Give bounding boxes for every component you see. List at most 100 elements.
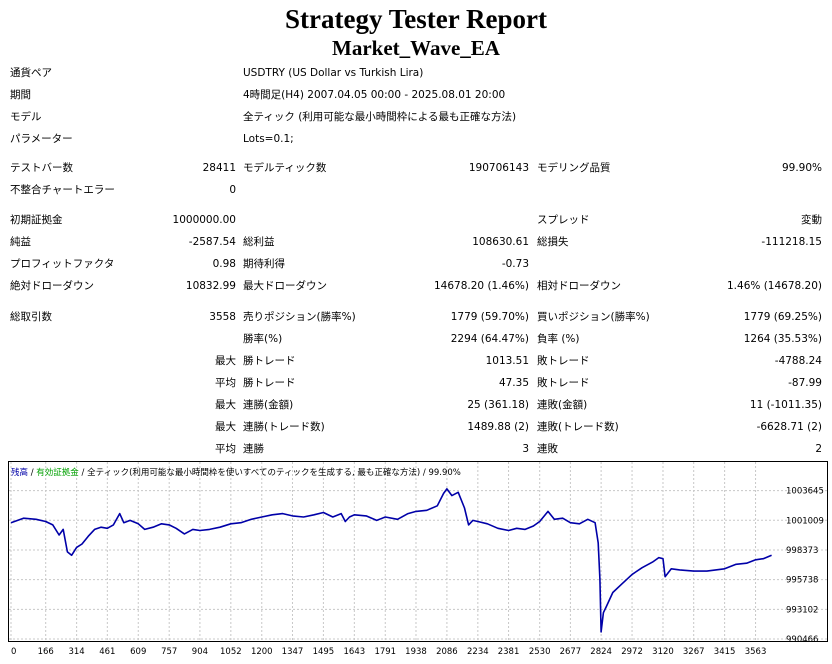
x-tick-label: 2234 [467,647,489,657]
short-positions-label: 売りポジション(勝率%) [243,311,356,323]
loss-trades-value: 1264 (35.53%) [743,333,822,345]
absolute-drawdown-value: 10832.99 [185,280,236,292]
max-drawdown-label: 最大ドローダウン [243,280,327,292]
maximal-prefix: 最大 [215,421,236,433]
deposit-value: 1000000.00 [172,214,236,226]
max-consecutive-losses-value: 11 (-1011.35) [749,399,822,411]
average-consecutive-losses-label: 連敗 [537,443,558,455]
spread-label: スプレッド [537,214,590,226]
gross-loss-value: -111218.15 [761,236,822,248]
max-consecutive-wins-label: 連勝(金額) [243,399,294,411]
legend-quality: 99.90% [428,468,460,478]
parameters-value: Lots=0.1; [243,133,294,145]
profit-factor-label: プロフィットファクタ [10,258,115,270]
legend-model: 全ティック(利用可能な最小時間枠を使いすべてのティックを生成する, 最も正確な方… [87,467,420,478]
average-loss-label: 敗トレード [537,377,590,389]
x-axis: 0 166 314 461 609 757 904 1052 1200 1347 1495 1643 1… [11,647,766,657]
model-value: 全ティック (利用可能な最小時間枠による最も正確な方法) [243,111,517,123]
x-tick-label: 0 [11,647,16,657]
y-tick-label: 995738 [786,576,818,586]
period-label: 期間 [10,89,31,101]
largest-profit-label: 勝トレード [243,355,296,367]
y-axis: 1003645 1001009 998373 995738 993102 990466 [786,487,824,645]
maximal-consecutive-profit-label: 連勝(トレード数) [243,421,325,433]
total-trades-value: 3558 [209,311,236,323]
max-consecutive-prefix: 最大 [215,399,236,411]
x-tick-label: 1495 [313,647,335,657]
model-label: モデル [10,111,42,123]
deposit-label: 初期証拠金 [10,214,63,226]
short-positions-value: 1779 (59.70%) [450,311,529,323]
x-tick-label: 166 [38,647,54,657]
quality-label: モデリング品質 [537,162,611,174]
report-title: Strategy Tester Report [285,4,547,34]
largest-loss-label: 敗トレード [537,355,590,367]
max-consecutive-wins-value: 25 (361.18) [467,399,529,411]
average-consecutive-wins-label: 連勝 [243,443,264,455]
spread-value: 変動 [801,214,822,226]
x-tick-label: 2530 [529,647,551,657]
net-profit-label: 純益 [10,236,31,248]
expert-name: Market_Wave_EA [332,36,500,60]
chart-series [10,488,772,633]
largest-prefix: 最大 [215,355,236,367]
x-tick-label: 1200 [251,647,273,657]
period-value: 4時間足(H4) 2007.04.05 00:00 - 2025.08.01 2… [243,89,506,101]
x-tick-label: 2824 [590,647,612,657]
max-consecutive-losses-label: 連敗(金額) [537,399,588,411]
y-tick-label: 990466 [786,635,818,645]
x-tick-label: 3563 [745,647,767,657]
x-tick-label: 3267 [683,647,705,657]
average-prefix: 平均 [215,377,236,389]
absolute-drawdown-label: 絶対ドローダウン [10,280,94,292]
x-tick-label: 1791 [374,647,396,657]
average-profit-value: 47.35 [498,377,529,389]
profit-factor-value: 0.98 [212,258,236,270]
x-tick-label: 2381 [498,647,520,657]
legend-separator: / [79,468,87,478]
y-tick-label: 998373 [786,546,818,556]
largest-loss-value: -4788.24 [774,355,822,367]
profit-trades-label: 勝率(%) [243,333,283,345]
balance-line [10,488,772,633]
x-tick-label: 904 [192,647,208,657]
largest-profit-value: 1013.51 [485,355,529,367]
chart-grid [9,462,827,641]
y-tick-label: 1003645 [786,487,824,497]
parameters-label: パラメーター [10,133,73,145]
net-profit-value: -2587.54 [188,236,236,248]
x-tick-label: 2677 [560,647,582,657]
y-tick-label: 993102 [786,605,818,615]
x-tick-label: 1938 [405,647,427,657]
legend-equity: 有効証拠金 [36,467,79,478]
relative-drawdown-label: 相対ドローダウン [537,280,621,292]
x-tick-label: 1052 [220,647,242,657]
x-tick-label: 3120 [652,647,674,657]
average-loss-value: -87.99 [788,377,822,389]
gross-profit-value: 108630.61 [472,236,529,248]
maximal-consecutive-loss-label: 連敗(トレード数) [537,421,619,433]
x-tick-label: 609 [130,647,146,657]
balance-chart: 1003645 1001009 998373 995738 993102 990466 0… [8,461,828,657]
x-tick-label: 314 [68,647,84,657]
symbol-label: 通貨ペア [10,67,52,79]
bars-label: テストバー数 [10,162,73,174]
chart-legend: 残高 / 有効証拠金 / 全ティック(利用可能な最小時間枠を使いすべてのティック… [11,467,461,478]
max-drawdown-value: 14678.20 (1.46%) [434,280,529,292]
relative-drawdown-value: 1.46% (14678.20) [727,280,822,292]
total-trades-label: 総取引数 [10,311,52,323]
ticks-label: モデルティック数 [243,162,327,174]
legend-separator: / [28,468,36,478]
quality-value: 99.90% [781,162,822,174]
x-tick-label: 757 [161,647,177,657]
expected-payoff-value: -0.73 [501,258,529,270]
maximal-consecutive-profit-value: 1489.88 (2) [467,421,529,433]
x-tick-label: 3415 [714,647,736,657]
chart-frame [8,461,828,642]
bars-value: 28411 [202,162,236,174]
x-tick-label: 461 [99,647,115,657]
long-positions-value: 1779 (69.25%) [743,311,822,323]
y-tick-label: 1001009 [786,516,824,526]
legend-balance: 残高 [11,467,28,478]
expected-payoff-label: 期待利得 [243,258,285,270]
